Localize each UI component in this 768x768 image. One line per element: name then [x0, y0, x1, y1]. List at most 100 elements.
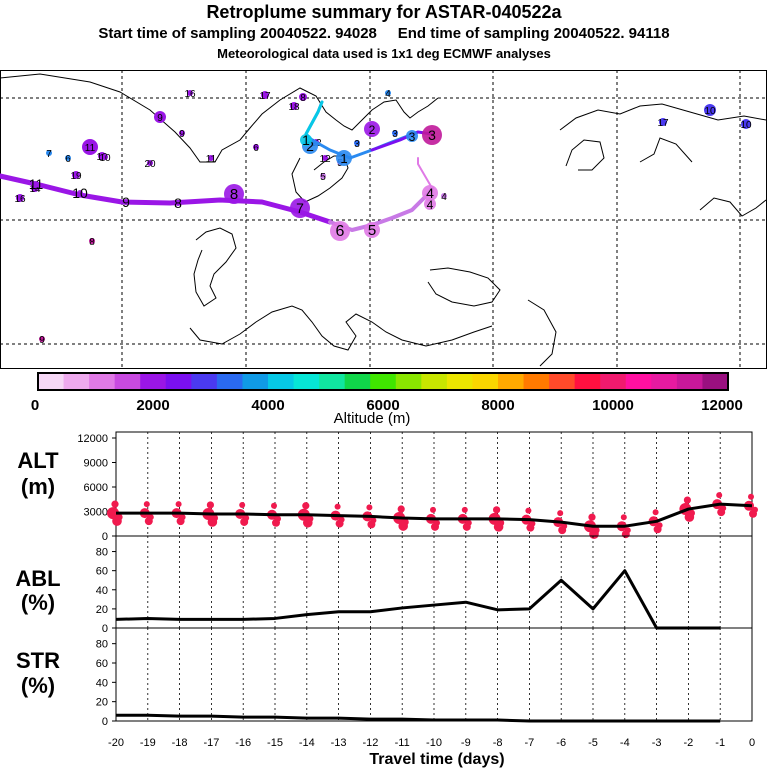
map-scatter-label: 16: [184, 89, 196, 100]
time-series-panels: ALT (m) ABL (%) STR (%) 0300060009000120…: [15, 431, 758, 768]
map-scatter-label: 20: [144, 159, 156, 170]
map-scatter-marker: [741, 119, 751, 129]
alt-marker: [461, 506, 468, 513]
map-scatter-label: 10: [704, 106, 716, 117]
map-scatter-marker: [253, 144, 259, 150]
map-scatter-label: 9: [157, 113, 163, 124]
alt-marker: [752, 506, 758, 513]
alt-marker: [275, 515, 281, 522]
map-path-node: [422, 185, 438, 201]
map-scatter-label: 4: [385, 89, 391, 100]
str-label: STR: [16, 648, 60, 673]
map-path-node: [290, 198, 310, 218]
colorbar-tick-label: 2000: [136, 397, 169, 414]
x-tick-label: -14: [299, 737, 315, 749]
x-tick-label: -16: [235, 737, 251, 749]
panel-label-str: STR (%): [16, 648, 60, 698]
colorbar-cell: [216, 373, 243, 390]
alt-y-tick-label: 3000: [84, 507, 108, 519]
panel-label-alt: ALT (m): [17, 448, 59, 499]
met-data-line: Meteorological data used is 1x1 deg ECMW…: [217, 46, 551, 61]
map-scatter-label: 6: [65, 154, 71, 165]
alt-marker: [302, 502, 310, 510]
map-scatter-label: 16: [14, 194, 26, 205]
map-path-node: [406, 130, 418, 142]
alt-marker: [588, 513, 596, 521]
map-path-node: [300, 134, 312, 146]
abl-y-tick-label: 0: [102, 623, 108, 635]
retroplume-map: 1313111617151212111110109976654881416182…: [0, 70, 768, 370]
map-scatter-marker: [261, 91, 269, 99]
map-path-node: [224, 184, 244, 204]
alt-marker: [592, 526, 600, 534]
alt-y-tick-label: 12000: [77, 433, 108, 445]
alt-marker: [175, 501, 182, 508]
colorbar-cell: [523, 373, 550, 390]
colorbar-cell: [268, 373, 295, 390]
alt-marker: [143, 501, 150, 508]
map-scatter-label: 5: [320, 172, 326, 183]
map-scatter-marker: [299, 93, 307, 101]
colorbar-tick-label: 12000: [701, 397, 743, 414]
colorbar-frame: [37, 372, 729, 391]
map-path-node-label: 3: [428, 127, 436, 143]
x-tick-label: -12: [362, 737, 378, 749]
alt-marker: [748, 493, 754, 500]
map-scatter-label: 4: [441, 192, 447, 203]
str-y-tick-label: 0: [102, 716, 108, 728]
colorbar-cell: [191, 373, 218, 390]
map-scatter-label: 14: [29, 184, 41, 195]
colorbar-cell: [625, 373, 652, 390]
x-tick-label: -7: [525, 737, 535, 749]
map-scatter-label: 17: [657, 118, 669, 129]
map-path-node: [33, 181, 39, 187]
x-tick-label: -10: [426, 737, 442, 749]
str-y-tick-label: 60: [96, 658, 108, 670]
alt-y-tick-label: 6000: [84, 482, 108, 494]
colorbar-cell: [344, 373, 371, 390]
alt-marker: [720, 505, 727, 512]
map-scatter-label: 8: [89, 237, 95, 248]
colorbar-cell: [574, 373, 601, 390]
end-time-label: End time of sampling 20040522. 94118: [397, 25, 670, 42]
x-tick-label: -20: [108, 737, 124, 749]
map-scatter-marker: [320, 173, 326, 179]
colorbar-cell: [38, 373, 65, 390]
alt-marker: [366, 504, 373, 511]
map-scatter-marker: [102, 154, 108, 160]
alt-marker: [716, 492, 723, 499]
alt-marker: [656, 522, 663, 529]
x-tick-label: -15: [267, 737, 283, 749]
x-tick-label: -13: [331, 737, 347, 749]
abl-unit: (%): [21, 590, 55, 615]
sampling-times: Start time of sampling 20040522. 94028 E…: [0, 25, 768, 42]
abl-y-tick-label: 40: [96, 585, 108, 597]
alt-marker: [529, 520, 536, 527]
alt-marker: [179, 514, 186, 521]
colorbar-cell: [293, 373, 320, 390]
map-path-node-label: 5: [368, 222, 376, 239]
str-unit: (%): [21, 673, 55, 698]
map-scatter-marker: [441, 193, 447, 199]
alt-marker: [561, 523, 568, 530]
map-path-node-label: 4: [427, 198, 434, 212]
map-path-node-label: 2: [306, 138, 314, 154]
map-scatter-marker: [704, 104, 716, 116]
map-path-node-label: 7: [296, 200, 304, 216]
alt-series-line: [116, 502, 753, 528]
colorbar-cell: [472, 373, 499, 390]
map-scatter-label: 18: [288, 102, 300, 113]
alt-marker: [243, 514, 250, 521]
str-series-line: [116, 713, 721, 723]
map-scatter-label: 7: [46, 149, 52, 160]
colorbar-cell: [446, 373, 473, 390]
map-scatter-marker: [392, 130, 398, 136]
map-scatter-marker: [147, 160, 153, 166]
alt-marker: [338, 516, 345, 523]
map-scatter-label: 10: [99, 153, 111, 164]
map-path-node-label: 9: [122, 194, 130, 210]
colorbar-tick-labels: 0 2000 4000 6000 8000 10000 12000: [31, 397, 743, 414]
map-scatter-label: 19: [70, 171, 82, 182]
alt-marker: [397, 505, 405, 513]
